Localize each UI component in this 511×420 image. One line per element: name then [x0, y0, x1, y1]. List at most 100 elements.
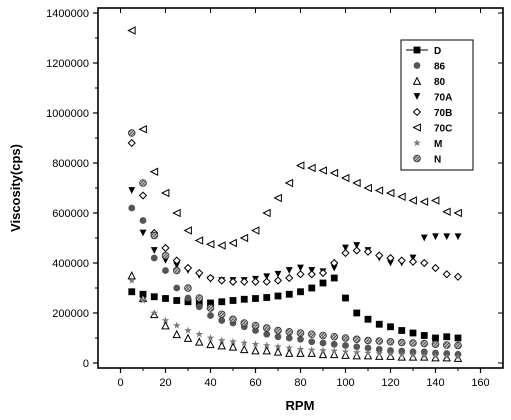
data-point-80 [251, 345, 260, 355]
y-tick-label: 0 [83, 358, 89, 370]
data-point-70a [387, 259, 394, 267]
data-point-m [307, 346, 316, 354]
data-point-m [285, 344, 294, 352]
data-point-86 [218, 317, 226, 324]
data-point-70b [420, 258, 429, 268]
data-point-80 [273, 347, 283, 356]
data-point-70c [217, 241, 226, 250]
data-point-70b [206, 273, 215, 283]
data-point-m [319, 346, 327, 354]
data-point-70c [408, 196, 417, 205]
data-marks [127, 26, 463, 362]
data-point-d [285, 290, 293, 298]
y-tick-label: 1400000 [46, 8, 89, 20]
data-point-n [217, 310, 226, 319]
data-point-n [307, 330, 316, 339]
data-point-70c [442, 207, 451, 216]
data-point-d [420, 332, 428, 339]
data-point-n [262, 324, 271, 332]
data-point-d [229, 297, 237, 304]
data-point-d [319, 279, 327, 287]
data-point-m [454, 352, 462, 360]
data-point-d [409, 329, 417, 337]
x-tick-label: 80 [294, 377, 306, 389]
data-point-80 [228, 342, 238, 351]
data-point-70a [432, 233, 439, 241]
data-point-70a [342, 244, 349, 252]
series-d [128, 274, 462, 342]
series-m [127, 276, 462, 360]
data-point-70b [296, 270, 305, 279]
data-point-70a [274, 270, 282, 278]
data-point-86 [308, 338, 316, 346]
data-point-m [195, 330, 204, 338]
x-tick-label: 40 [204, 377, 216, 389]
y-tick-label: 400000 [52, 258, 89, 270]
data-point-n [386, 337, 395, 346]
x-tick-label: 0 [117, 377, 123, 389]
data-point-80 [183, 333, 193, 342]
data-point-70b [195, 268, 204, 278]
data-point-d [454, 334, 462, 342]
data-point-m [139, 296, 147, 304]
legend-marker-m [413, 139, 421, 147]
data-point-n [375, 337, 384, 345]
data-point-70b [318, 268, 328, 278]
data-point-n [274, 326, 282, 335]
data-point-d [195, 299, 203, 307]
data-point-70c [295, 161, 305, 170]
data-point-d [375, 320, 383, 328]
y-axis-title: Viscosity(cps) [8, 144, 23, 232]
data-point-m [386, 350, 395, 358]
data-point-m [296, 345, 305, 353]
data-point-n [364, 336, 372, 345]
data-point-d [364, 315, 372, 323]
data-point-70c [329, 168, 339, 178]
data-point-70b [228, 277, 238, 286]
data-point-d [150, 293, 158, 301]
legend: D 86 80 70A 70B 70C MN [400, 39, 474, 171]
data-point-70c [385, 188, 395, 198]
data-point-d [308, 284, 316, 292]
x-tick-label: 100 [336, 377, 354, 389]
data-point-d [263, 294, 271, 301]
data-point-70b [138, 191, 148, 200]
data-point-n [431, 340, 440, 349]
data-point-70a [353, 242, 361, 249]
data-point-n [409, 339, 417, 347]
data-point-n [285, 327, 294, 336]
data-point-80 [330, 349, 339, 359]
data-point-m [262, 341, 271, 349]
data-point-80 [296, 348, 305, 357]
series-n [127, 129, 462, 350]
legend-label-70b: 70B [434, 108, 452, 119]
data-point-70b [330, 258, 339, 268]
data-point-86 [195, 303, 203, 311]
data-point-m [217, 336, 226, 344]
x-tick-label: 140 [426, 377, 444, 389]
data-point-n [139, 179, 147, 187]
data-point-70b [453, 272, 463, 281]
data-point-86 [342, 342, 349, 349]
data-point-n [195, 294, 204, 302]
data-point-m [442, 352, 451, 360]
data-point-70b [217, 276, 226, 285]
data-point-86 [139, 217, 147, 224]
data-point-70a [139, 229, 147, 237]
data-point-n [397, 338, 406, 347]
x-axis-title: RPM [286, 398, 315, 413]
data-point-80 [262, 345, 271, 355]
data-point-70b [251, 277, 260, 286]
data-point-86 [173, 284, 181, 292]
data-point-70b [172, 256, 181, 265]
data-point-n [240, 319, 249, 327]
data-point-86 [128, 204, 136, 212]
data-point-70c [262, 208, 271, 218]
data-point-70c [352, 178, 361, 188]
data-point-d [162, 295, 169, 302]
data-point-d [173, 297, 181, 304]
data-point-70b [273, 276, 283, 285]
data-point-86 [319, 339, 327, 347]
data-point-n [442, 341, 451, 349]
